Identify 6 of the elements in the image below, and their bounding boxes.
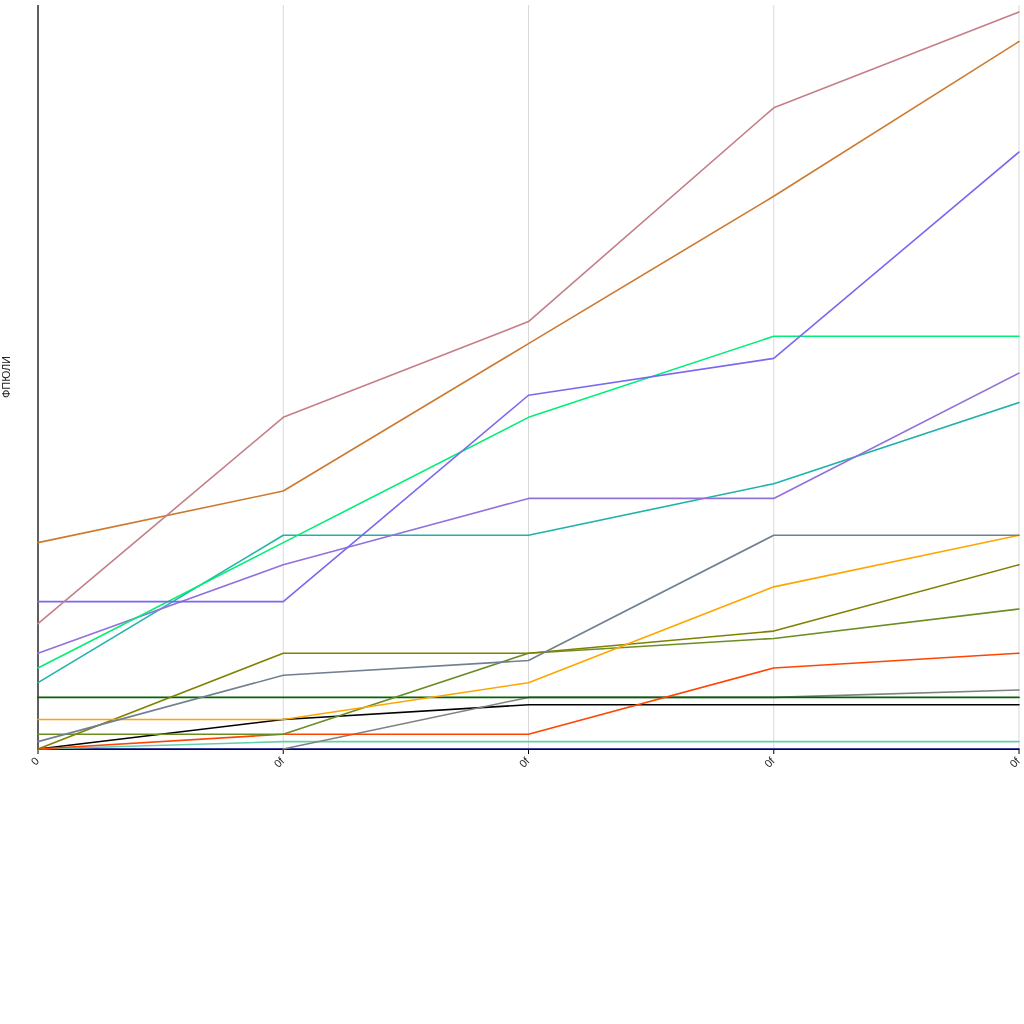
x-tick-label: 0f: [271, 753, 288, 770]
x-tick-label: 0: [28, 754, 42, 768]
x-tick-label: 0f: [516, 753, 533, 770]
y-axis-title: ФПЮЛИ: [0, 355, 12, 399]
x-tick-label: 0f: [1007, 753, 1023, 770]
x-tick-label: 0f: [761, 753, 778, 770]
